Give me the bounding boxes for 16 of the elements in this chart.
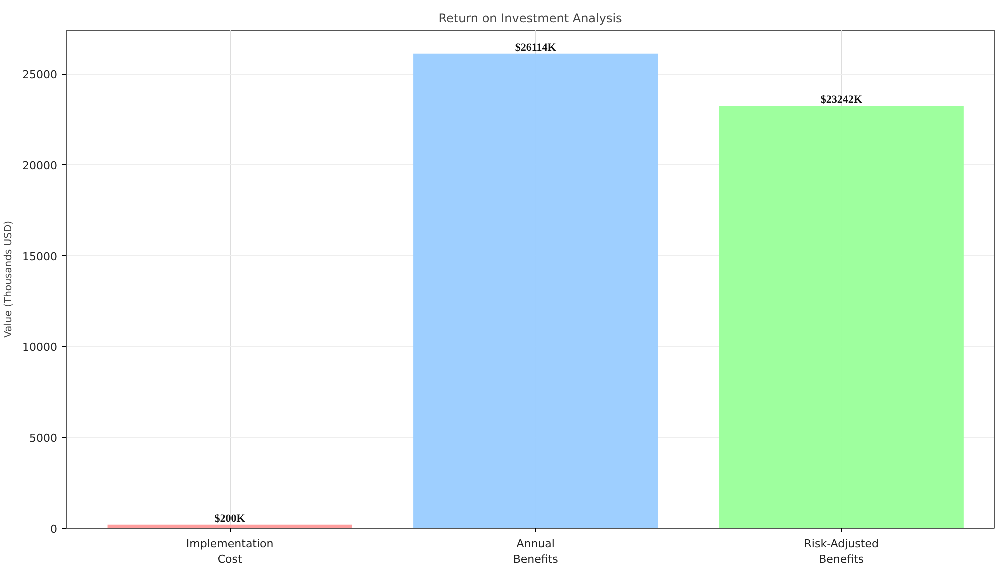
y-tick-label: 25000 <box>22 68 58 82</box>
y-tick-label: 20000 <box>22 159 58 172</box>
data-label: $200K <box>214 512 246 525</box>
y-tick-label: 0 <box>50 523 58 536</box>
x-tick-label: Annual Benefits <box>513 538 559 566</box>
y-axis-title: Value (Thousands USD) <box>4 220 15 338</box>
y-tick-label: 5000 <box>30 432 58 446</box>
y-tick-label: 10000 <box>22 341 58 354</box>
bar <box>414 54 658 528</box>
data-label: $23242K <box>820 94 863 106</box>
bar <box>719 106 964 528</box>
x-tick-label: Risk-Adjusted Benefits <box>804 538 879 566</box>
data-label: $26114K <box>515 42 557 54</box>
x-tick-label: Implementation Cost <box>186 538 274 566</box>
y-tick-label: 15000 <box>22 250 58 264</box>
chart-title: Return on Investment Analysis <box>438 12 622 26</box>
